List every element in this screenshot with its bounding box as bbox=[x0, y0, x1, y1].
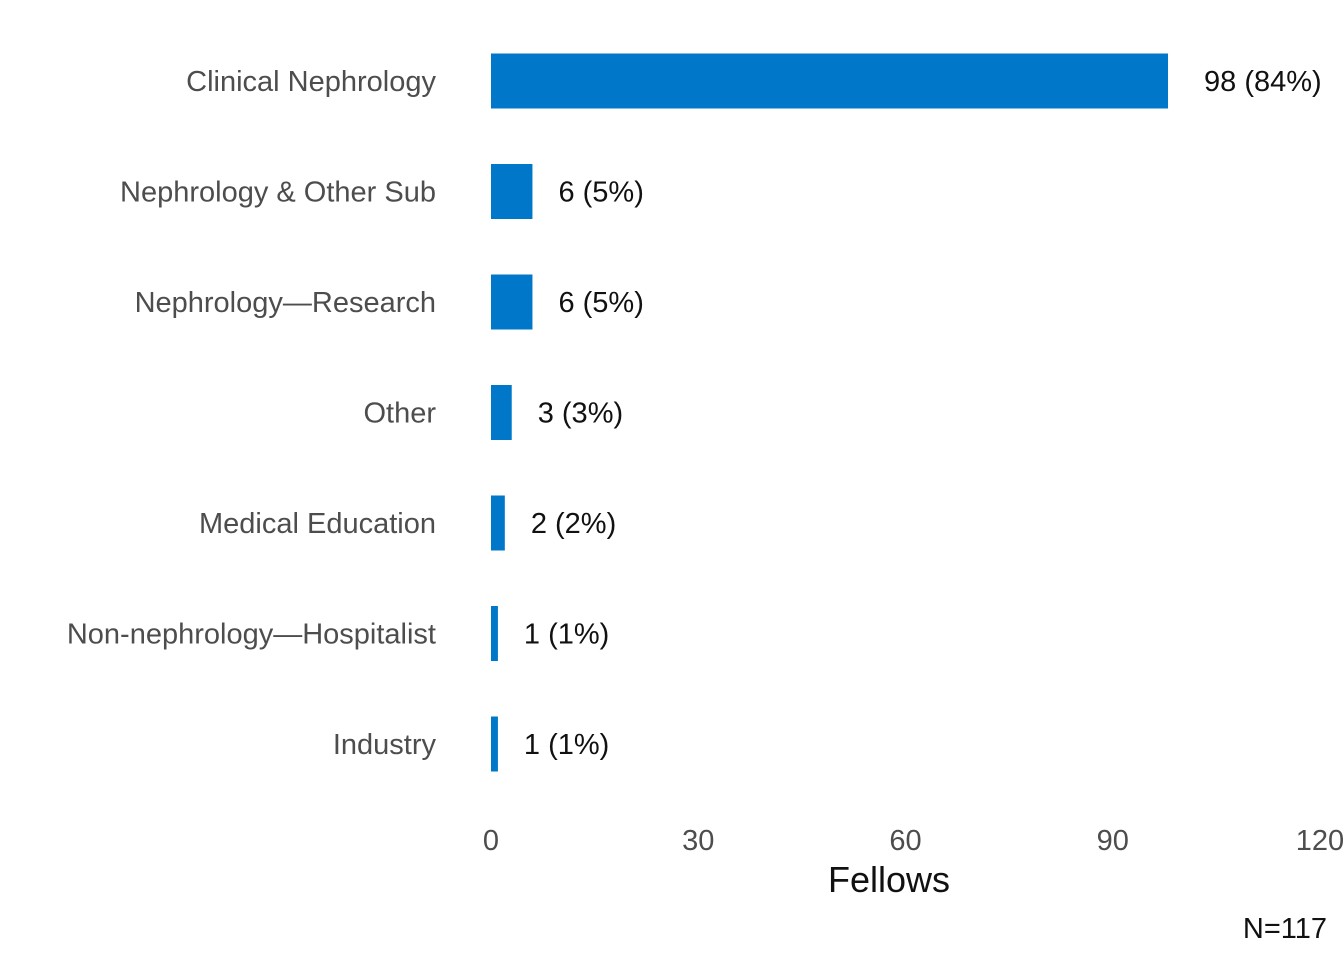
x-tick-label: 30 bbox=[682, 825, 714, 857]
data-label: 1 (1%) bbox=[524, 729, 609, 761]
x-tick-label: 120 bbox=[1296, 825, 1344, 857]
category-label: Medical Education bbox=[199, 508, 436, 540]
data-label: 2 (2%) bbox=[531, 508, 616, 540]
data-label: 3 (3%) bbox=[538, 398, 623, 430]
category-label: Nephrology & Other Sub bbox=[120, 177, 436, 209]
data-label: 6 (5%) bbox=[558, 287, 643, 319]
bar bbox=[491, 716, 498, 772]
x-axis-label: Fellows bbox=[828, 859, 950, 900]
data-label: 6 (5%) bbox=[558, 177, 643, 209]
sample-size-note: N=117 bbox=[1243, 913, 1327, 945]
data-label: 1 (1%) bbox=[524, 619, 609, 651]
bar bbox=[491, 606, 498, 661]
category-label: Other bbox=[363, 398, 436, 430]
x-tick-label: 90 bbox=[1097, 825, 1129, 857]
bar bbox=[491, 164, 533, 219]
bar bbox=[491, 274, 533, 330]
x-tick-label: 0 bbox=[483, 825, 499, 857]
category-label: Non-nephrology—Hospitalist bbox=[67, 619, 436, 651]
category-label: Clinical Nephrology bbox=[186, 66, 436, 98]
bar bbox=[491, 495, 505, 551]
data-label: 98 (84%) bbox=[1204, 66, 1322, 98]
category-label: Industry bbox=[333, 729, 437, 761]
bar bbox=[491, 385, 512, 440]
category-label: Nephrology—Research bbox=[135, 287, 436, 319]
x-tick-label: 60 bbox=[889, 825, 921, 857]
bar bbox=[491, 53, 1169, 109]
